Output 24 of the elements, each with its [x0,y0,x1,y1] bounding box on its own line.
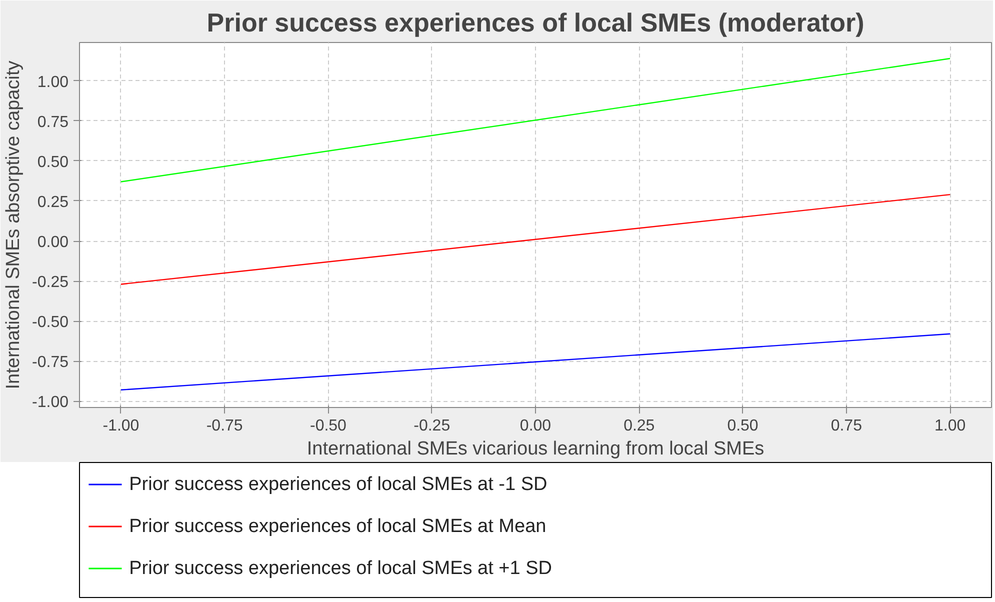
x-axis-title: International SMEs vicarious learning from local SMEs [306,438,764,460]
x-tick-label: 0.00 [520,418,552,434]
x-tick-label: -0.75 [206,418,243,434]
x-tick-label: -1.00 [102,418,140,434]
legend-label: Prior success experiences of local SMEs at Mean [129,516,546,537]
y-tick-label: -0.25 [32,274,69,292]
y-axis-title: International SMEs absorptive capacity [3,60,24,390]
y-tick-label: 0.75 [37,114,69,131]
x-tick-label: -0.25 [414,418,450,434]
x-tick-label: 0.75 [830,418,862,434]
y-tick-label: -1.00 [32,394,69,412]
y-tick-label: 0.25 [37,194,69,211]
x-tick-label: 1.00 [934,418,966,434]
legend-label: Prior success experiences of local SMEs at -1 SD [129,474,548,495]
y-tick-label: 0.00 [37,234,69,252]
x-tick-label: 0.25 [624,418,655,434]
y-tick-label: 0.50 [37,154,69,171]
x-tick-label: 0.50 [727,418,758,434]
chart-title: Prior success experiences of local SMEs (moderator) [206,8,864,38]
y-tick-label: -0.75 [32,354,69,372]
y-tick-label: -0.50 [32,314,69,332]
legend-label: Prior success experiences of local SMEs at +1 SD [129,558,552,579]
y-tick-label: 1.00 [37,74,69,91]
x-tick-label: -0.50 [310,418,347,434]
